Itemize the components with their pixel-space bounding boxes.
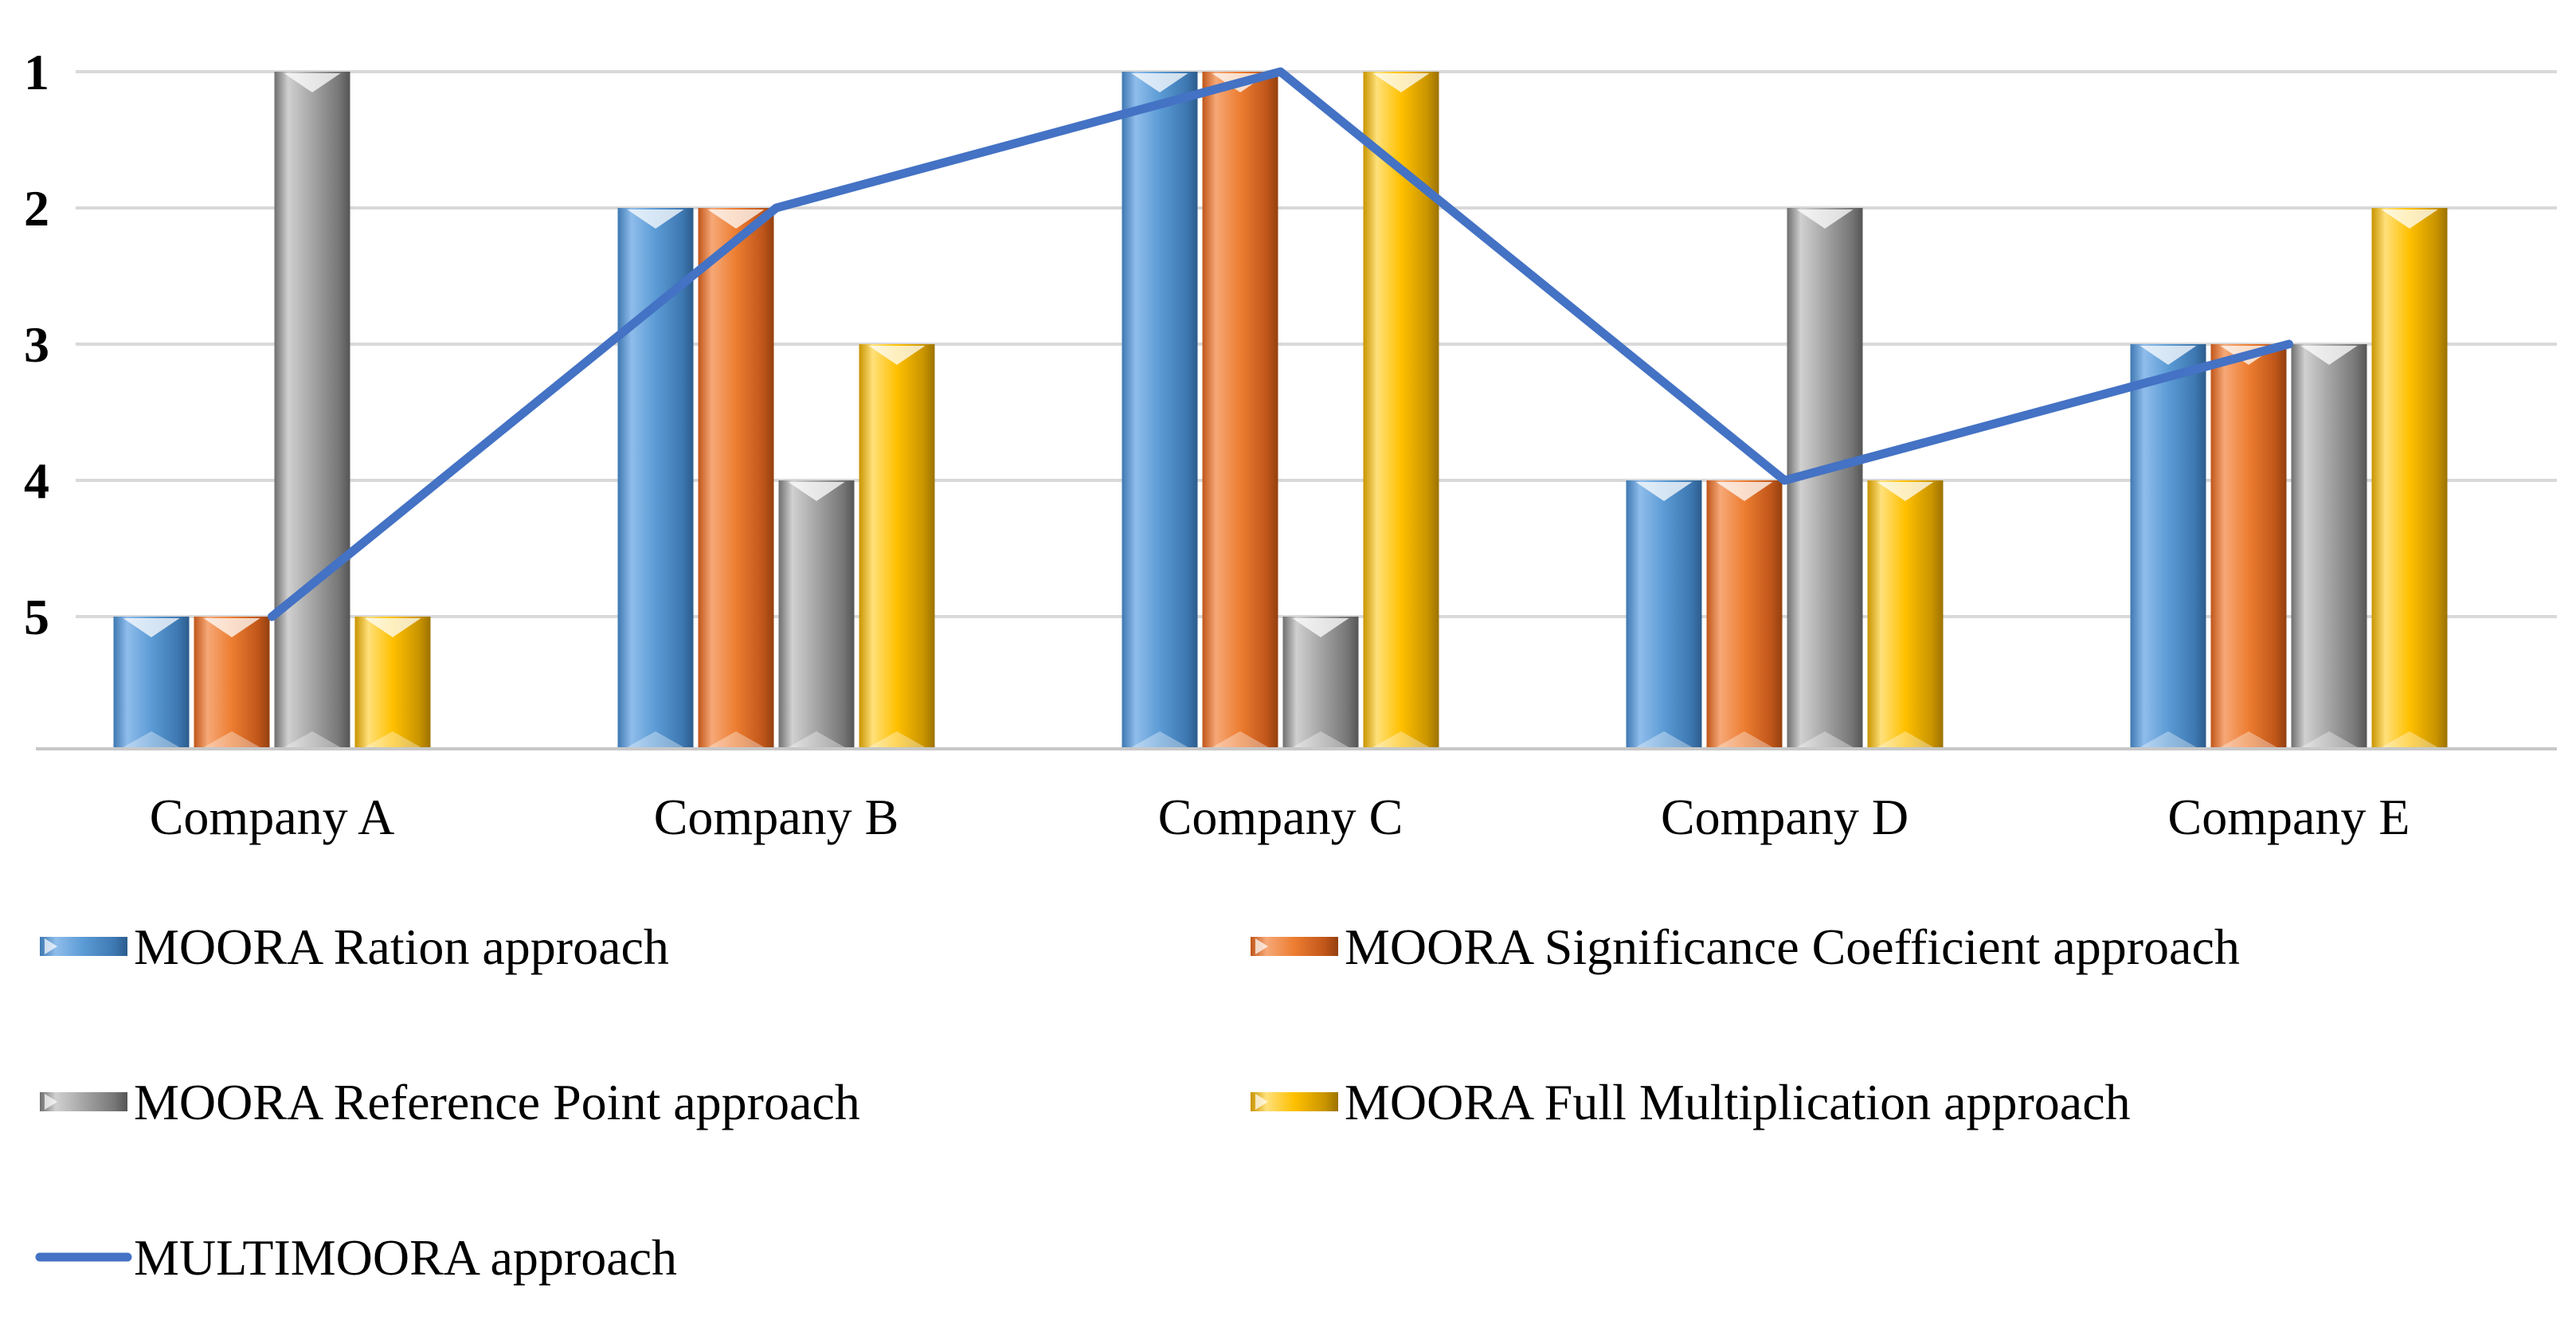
legend-label: MOORA Full Multiplication approach: [1345, 1074, 2131, 1130]
bar-bevel: [364, 731, 421, 747]
x-tick-label: Company E: [2168, 789, 2410, 845]
y-tick-label: 1: [24, 44, 49, 100]
line-point-company-c: [1279, 71, 1282, 72]
bar-moora-significance-coefficient-approach-company-d: [1706, 480, 1783, 749]
bar-bevel: [788, 731, 845, 747]
legend-label: MULTIMOORA approach: [134, 1229, 677, 1286]
line-point-company-d: [1783, 480, 1786, 481]
bar-bevel: [1292, 618, 1349, 637]
bar-bevel: [284, 731, 341, 747]
x-tick-label: Company B: [654, 789, 899, 845]
bar-moora-reference-point-approach-company-a: [274, 72, 350, 749]
bar-bevel: [788, 482, 845, 501]
y-tick-label: 4: [24, 452, 49, 509]
legend-swatch-bevel: [1255, 1094, 1268, 1110]
bar-moora-significance-coefficient-approach-company-e: [2210, 344, 2287, 749]
bar-moora-ration-approach-company-b: [617, 208, 694, 749]
bar-moora-ration-approach-company-a: [113, 617, 190, 749]
x-tick-label: Company A: [150, 789, 395, 845]
bar-moora-full-multiplication-approach-company-b: [859, 344, 935, 749]
bar-moora-reference-point-approach-company-e: [2291, 344, 2367, 749]
line-point-company-a: [271, 616, 273, 617]
y-axis: 1 2 3 4 5: [24, 44, 49, 645]
legend-swatch-bevel: [1255, 938, 1268, 954]
bar-bevel: [627, 210, 684, 229]
multimoora-line: [268, 67, 2293, 621]
bar-moora-reference-point-approach-company-c: [1282, 617, 1359, 749]
bar-bevel: [868, 346, 926, 365]
y-tick-label: 3: [24, 316, 49, 373]
bar-bevel: [1372, 731, 1430, 747]
bar-bevel: [1716, 482, 1773, 501]
bar-bevel: [707, 731, 765, 747]
line-point-company-b: [775, 207, 777, 209]
bar-bevel: [1796, 731, 1854, 747]
bar-bevel: [2381, 210, 2438, 229]
legend: MOORA Ration approach MOORA Significance …: [35, 919, 2240, 1286]
bar-bevel: [1716, 731, 1773, 747]
bar-bevel: [284, 73, 341, 92]
bar-bevel: [1372, 73, 1430, 92]
bar-bevel: [868, 731, 926, 747]
bar-bevel: [1131, 731, 1188, 747]
bar-moora-ration-approach-company-d: [1626, 480, 1702, 749]
bar-moora-full-multiplication-approach-company-a: [354, 617, 431, 749]
bar-moora-reference-point-approach-company-b: [778, 480, 855, 749]
legend-item-multimoora-approach: MULTIMOORA approach: [35, 1229, 677, 1286]
x-axis: Company A Company B Company C Company D Comp…: [150, 789, 2410, 845]
bar-bevel: [1212, 731, 1269, 747]
bar-bevel: [2300, 346, 2358, 365]
legend-label: MOORA Significance Coefficient approach: [1345, 919, 2240, 975]
bar-bevel: [1877, 482, 1934, 501]
bar-moora-significance-coefficient-approach-company-a: [194, 617, 270, 749]
bar-bevel: [364, 618, 421, 637]
bar-bevel: [203, 618, 260, 637]
bar-bevel: [1796, 210, 1854, 229]
bar-moora-significance-coefficient-approach-company-b: [698, 208, 774, 749]
y-tick-label: 2: [24, 180, 49, 237]
bar-bevel: [123, 618, 180, 637]
bar-bevel: [2139, 346, 2197, 365]
x-tick-label: Company D: [1661, 789, 1909, 845]
legend-item-moora-full-multiplication-approach: MOORA Full Multiplication approach: [1251, 1074, 2131, 1130]
bars: [113, 72, 2448, 749]
bar-moora-ration-approach-company-e: [2130, 344, 2206, 749]
y-tick-label: 5: [24, 589, 49, 645]
bar-bevel: [1131, 73, 1188, 92]
bar-bevel: [2300, 731, 2358, 747]
legend-item-moora-significance-coefficient-approach: MOORA Significance Coefficient approach: [1251, 919, 2240, 975]
bar-bevel: [707, 210, 765, 229]
legend-swatch-bevel: [45, 938, 57, 954]
bar-bevel: [123, 731, 180, 747]
bar-bevel: [203, 731, 260, 747]
bar-bevel: [1635, 731, 1693, 747]
line-point-company-e: [2288, 343, 2290, 345]
bar-bevel: [1292, 731, 1349, 747]
bar-bevel: [2381, 731, 2438, 747]
legend-item-moora-ration-approach: MOORA Ration approach: [40, 919, 669, 975]
legend-label: MOORA Reference Point approach: [134, 1074, 860, 1130]
legend-label: MOORA Ration approach: [134, 919, 669, 975]
legend-swatch-bevel: [45, 1094, 57, 1110]
bar-bevel: [1877, 731, 1934, 747]
legend-item-moora-reference-point-approach: MOORA Reference Point approach: [40, 1074, 860, 1130]
x-tick-label: Company C: [1158, 789, 1403, 845]
bar-bevel: [2139, 731, 2197, 747]
bar-bevel: [1635, 482, 1693, 501]
bar-moora-ration-approach-company-c: [1122, 72, 1198, 749]
bar-moora-significance-coefficient-approach-company-c: [1202, 72, 1278, 749]
bar-moora-full-multiplication-approach-company-d: [1867, 480, 1944, 749]
bar-moora-full-multiplication-approach-company-e: [2371, 208, 2448, 749]
bar-bevel: [627, 731, 684, 747]
bar-bevel: [2220, 731, 2277, 747]
